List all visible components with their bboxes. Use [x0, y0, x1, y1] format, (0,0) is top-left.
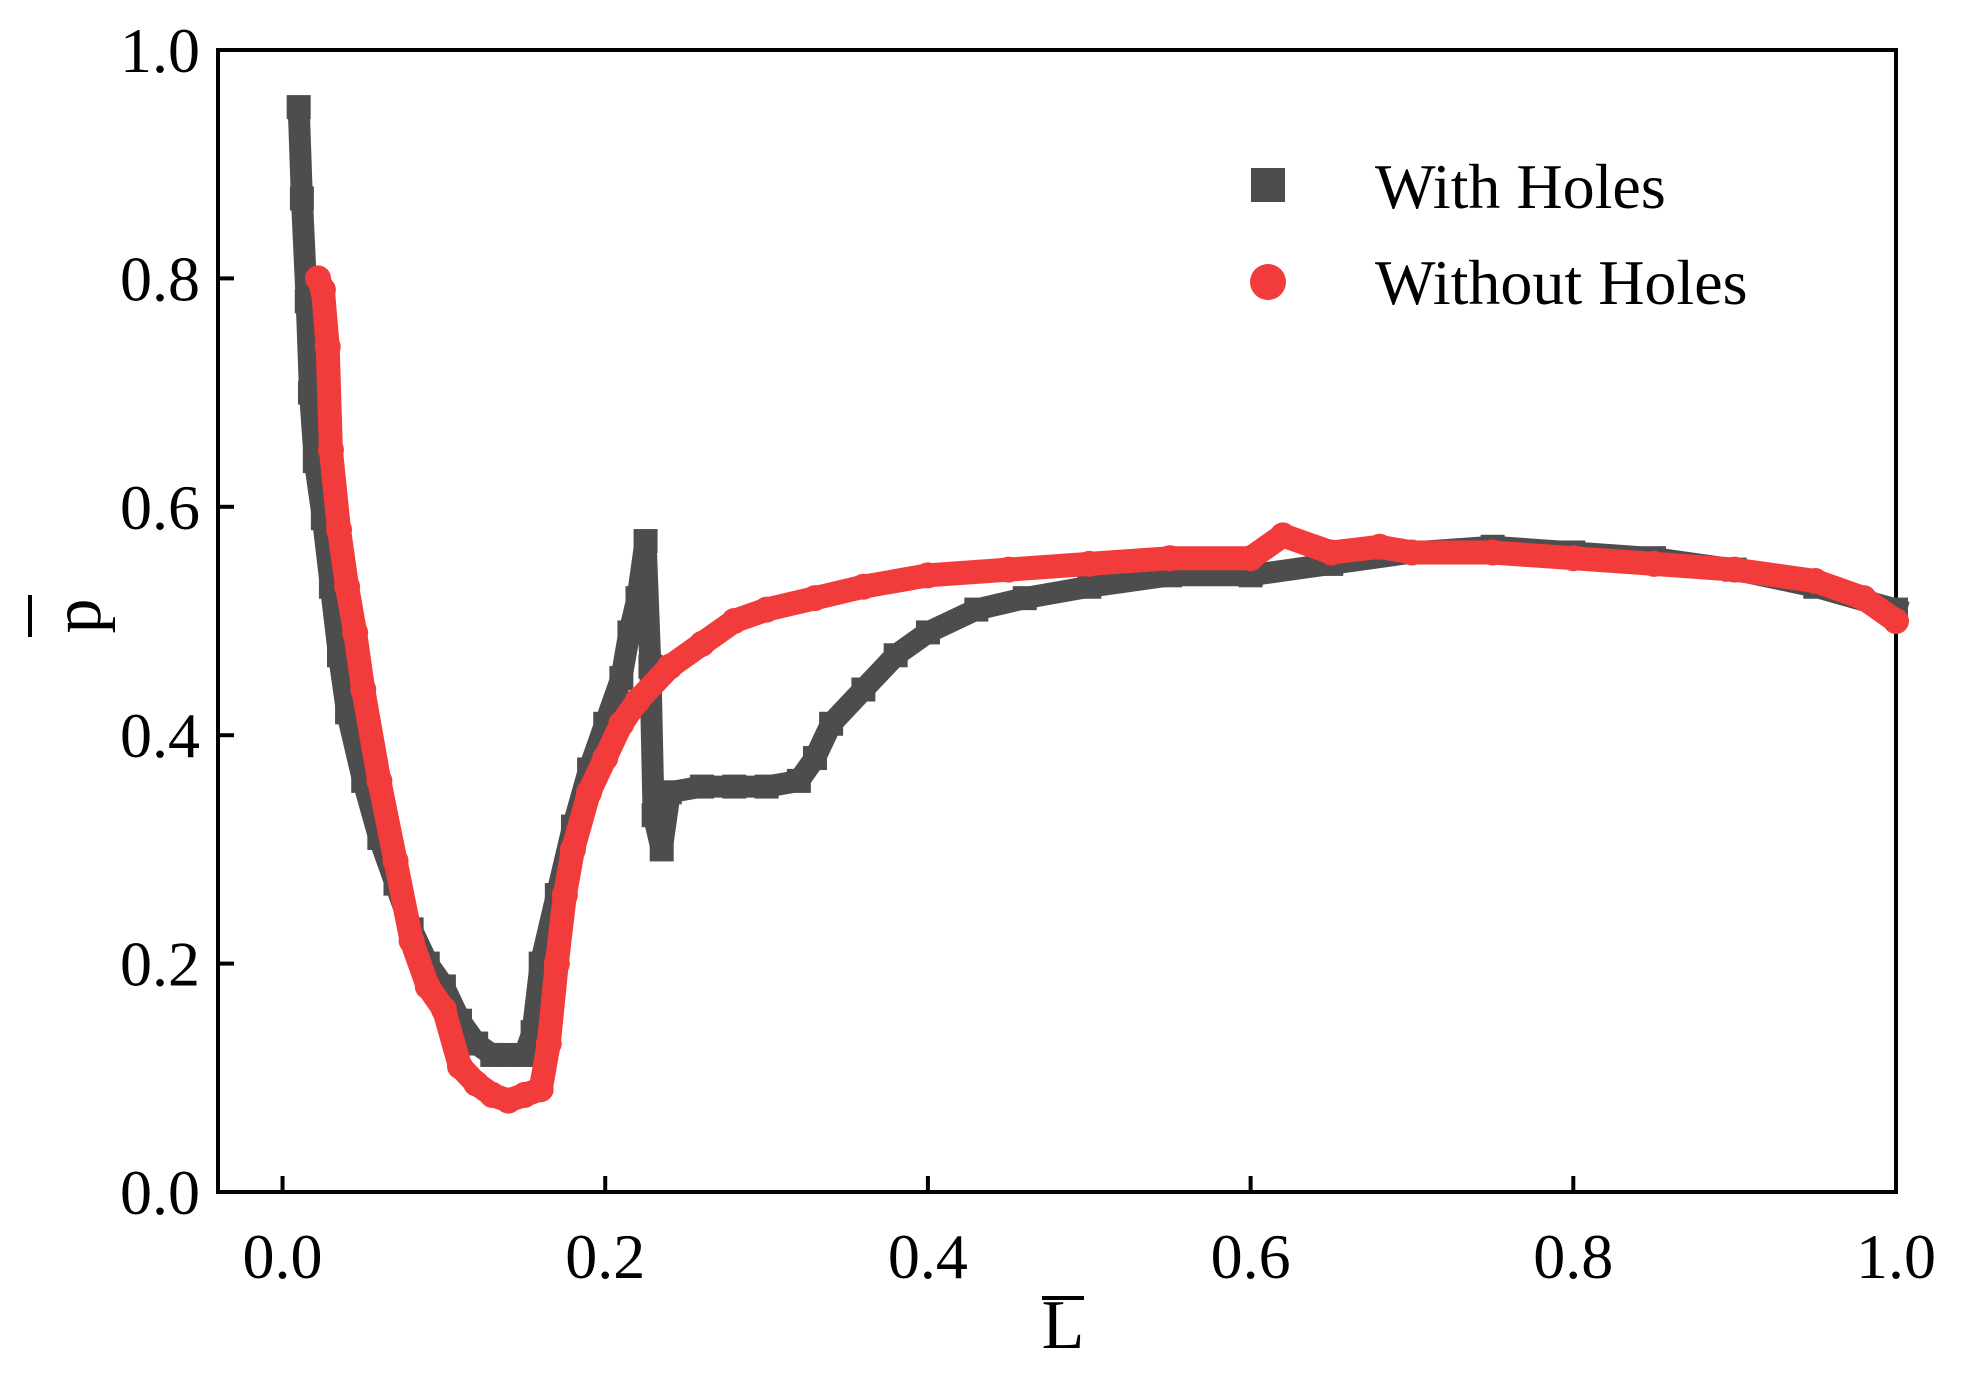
- data-point: [657, 780, 682, 805]
- data-point: [819, 711, 844, 736]
- data-point: [1560, 545, 1587, 572]
- data-point: [624, 687, 651, 714]
- series-with-holes: [286, 95, 1910, 1067]
- x-axis-ticks: 0.0 0.2 0.4 0.6 0.8 1.0: [243, 1176, 1936, 1292]
- x-tick-label: 0.4: [888, 1221, 968, 1292]
- data-point: [447, 1053, 474, 1080]
- y-tick-label: 0.2: [120, 929, 200, 1000]
- data-point: [592, 745, 619, 772]
- data-point: [753, 596, 780, 623]
- data-point: [286, 95, 311, 120]
- data-point: [915, 620, 940, 645]
- data-point: [1012, 586, 1037, 611]
- data-point: [1237, 545, 1264, 572]
- data-point: [1883, 608, 1909, 634]
- data-point: [314, 333, 341, 360]
- data-point: [576, 779, 603, 806]
- y-tick-label: 1.0: [120, 15, 200, 86]
- y-tick-label: 0.8: [120, 243, 200, 314]
- y-tick-label: 0.6: [120, 472, 200, 543]
- data-point: [342, 619, 369, 646]
- data-point: [1721, 556, 1748, 583]
- series-line: [306, 266, 1908, 1113]
- data-point: [551, 882, 578, 909]
- series-without-holes: [305, 265, 1909, 1114]
- data-point: [398, 927, 425, 954]
- data-point: [559, 836, 586, 863]
- data-point: [1269, 522, 1296, 549]
- y-axis-label: p: [28, 595, 116, 637]
- data-point: [309, 276, 336, 303]
- data-point: [801, 585, 828, 612]
- data-point: [334, 573, 361, 600]
- data-point: [1076, 550, 1103, 577]
- data-point: [1077, 574, 1102, 599]
- data-point: [1366, 533, 1393, 560]
- data-point: [995, 556, 1022, 583]
- legend: With Holes Without Holes: [1250, 151, 1748, 318]
- data-point: [512, 1042, 537, 1067]
- svg-text:p: p: [39, 599, 116, 634]
- data-point: [722, 774, 747, 799]
- y-axis-ticks: 0.0 0.2 0.4 0.6 0.8 1.0: [120, 15, 234, 1228]
- data-point: [382, 847, 409, 874]
- data-point: [350, 676, 377, 703]
- data-point: [1802, 568, 1829, 595]
- svg-text:L: L: [1042, 1287, 1085, 1364]
- x-tick-label: 0.6: [1211, 1221, 1291, 1292]
- data-point: [1850, 585, 1877, 612]
- data-point: [851, 677, 876, 702]
- data-point: [289, 186, 314, 211]
- x-axis-label: L: [1042, 1287, 1085, 1364]
- data-point: [690, 774, 715, 799]
- data-point: [1156, 545, 1183, 572]
- data-point: [625, 586, 650, 611]
- data-point: [721, 608, 748, 634]
- legend-label-with-holes: With Holes: [1375, 151, 1666, 222]
- x-tick-label: 1.0: [1856, 1221, 1936, 1292]
- data-point: [633, 529, 658, 554]
- data-point: [617, 620, 642, 645]
- data-point: [326, 516, 353, 543]
- series-layer: [286, 95, 1910, 1114]
- data-point: [609, 666, 634, 691]
- x-tick-label: 0.0: [243, 1221, 323, 1292]
- data-point: [1640, 550, 1667, 577]
- y-tick-label: 0.4: [120, 700, 200, 771]
- data-point: [641, 803, 666, 828]
- data-point: [883, 643, 908, 668]
- data-point: [608, 710, 635, 737]
- data-point: [754, 774, 779, 799]
- data-point: [850, 573, 877, 600]
- data-point: [543, 950, 570, 977]
- data-point: [914, 562, 941, 589]
- data-point: [1318, 539, 1345, 566]
- legend-marker-without-holes: [1250, 264, 1286, 300]
- data-point: [430, 996, 457, 1023]
- y-tick-label: 0.0: [120, 1157, 200, 1228]
- data-point: [317, 436, 344, 463]
- data-point: [1398, 539, 1425, 566]
- data-point: [649, 837, 674, 862]
- data-point: [414, 973, 441, 1000]
- data-point: [535, 1030, 562, 1057]
- data-point: [527, 1076, 554, 1103]
- data-point: [366, 767, 393, 794]
- data-point: [656, 653, 683, 680]
- data-point: [689, 630, 716, 657]
- data-point: [1479, 539, 1506, 566]
- data-point: [802, 746, 827, 771]
- legend-label-without-holes: Without Holes: [1375, 247, 1748, 318]
- data-point: [964, 597, 989, 622]
- x-tick-label: 0.2: [565, 1221, 645, 1292]
- legend-marker-with-holes: [1251, 168, 1285, 202]
- x-tick-label: 0.8: [1533, 1221, 1613, 1292]
- data-point: [786, 768, 811, 793]
